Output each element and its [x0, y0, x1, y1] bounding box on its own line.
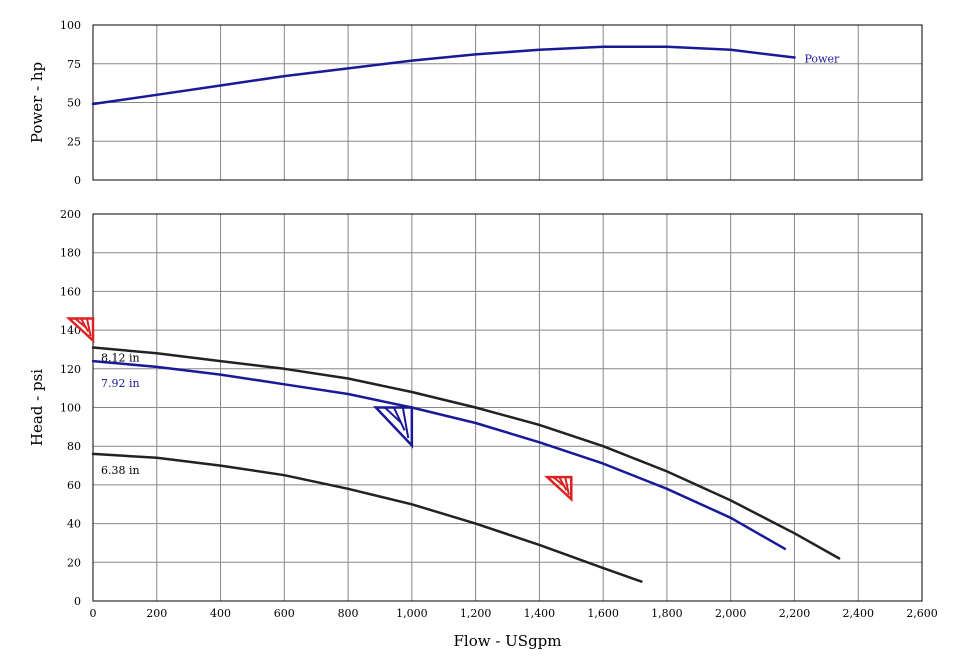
- head-plot-frame: [92, 213, 923, 602]
- operating-point-marker: [372, 406, 414, 449]
- head-y-tick-label: 0: [74, 595, 81, 608]
- operating-point-marker: [544, 475, 573, 503]
- head-y-tick-label: 140: [60, 324, 81, 337]
- series-label-8-12-in: 8.12 in: [101, 352, 140, 365]
- series-line-8-12-in: [91, 346, 841, 560]
- power-y-tick-label: 100: [60, 19, 81, 32]
- series-line-6-38-in: [91, 452, 643, 583]
- x-tick-label: 1,200: [460, 607, 492, 620]
- series-label-7-92-in: 7.92 in: [101, 377, 140, 390]
- x-tick-label: 200: [146, 607, 167, 620]
- x-tick-label: 1,800: [651, 607, 683, 620]
- head-y-tick-label: 160: [60, 285, 81, 298]
- x-tick-label: 0: [90, 607, 97, 620]
- x-axis-title: Flow - USgpm: [453, 632, 561, 650]
- series-label-6-38-in: 6.38 in: [101, 464, 140, 477]
- x-tick-label: 1,600: [587, 607, 619, 620]
- power-y-axis-title: Power - hp: [28, 62, 46, 143]
- x-tick-label: 2,000: [715, 607, 747, 620]
- series-label-power: Power: [804, 53, 840, 66]
- x-tick-label: 400: [210, 607, 231, 620]
- power-plot-frame: [92, 24, 923, 181]
- power-y-tick-label: 0: [74, 174, 81, 187]
- x-tick-label: 2,400: [842, 607, 874, 620]
- x-tick-label: 1,000: [396, 607, 428, 620]
- head-y-tick-label: 60: [67, 479, 81, 492]
- head-panel: 0 20 40 60 80 100 120 140 160 180 200 Head - psi 8.1…: [28, 208, 938, 650]
- head-y-tick-label: 200: [60, 208, 81, 221]
- head-y-tick-label: 20: [67, 556, 81, 569]
- power-y-tick-label: 50: [67, 97, 81, 110]
- head-y-tick-label: 100: [60, 402, 81, 415]
- head-y-tick-label: 180: [60, 247, 81, 260]
- head-y-tick-label: 40: [67, 518, 81, 531]
- power-panel: 0 25 50 75 100 Power - hp Power: [28, 19, 923, 187]
- series-line-power: [91, 45, 796, 106]
- operating-point-marker: [65, 317, 95, 344]
- x-tick-label: 800: [338, 607, 359, 620]
- x-tick-label: 1,400: [524, 607, 556, 620]
- x-tick-label: 2,200: [779, 607, 811, 620]
- x-tick-label: 2,600: [906, 607, 938, 620]
- head-y-tick-label: 120: [60, 363, 81, 376]
- power-y-tick-label: 25: [67, 135, 81, 148]
- head-y-tick-label: 80: [67, 440, 81, 453]
- x-tick-label: 600: [274, 607, 295, 620]
- series-line-7-92-in: [91, 359, 787, 551]
- head-y-axis-title: Head - psi: [28, 369, 46, 446]
- power-y-tick-label: 75: [67, 58, 81, 71]
